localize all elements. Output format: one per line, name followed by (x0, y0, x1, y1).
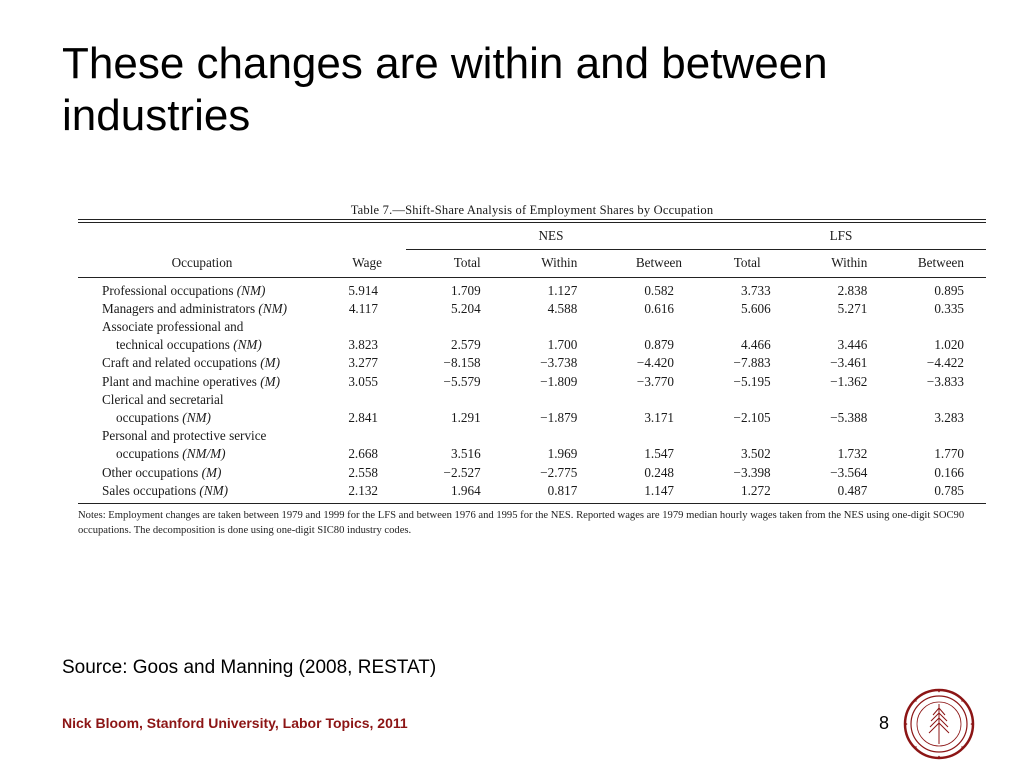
page-number: 8 (879, 713, 890, 733)
table-row: occupations (NM) 2.841 1.291 −1.879 3.17… (116, 409, 964, 425)
table-row-label: Personal and protective service (102, 428, 267, 444)
stanford-seal-icon (903, 688, 975, 760)
column-header-lfs-between: Between (917, 255, 964, 270)
table-row: Sales occupations (NM) 2.132 1.964 0.817… (102, 482, 964, 498)
table-top-rule (78, 219, 986, 223)
table-row: Managers and administrators (NM) 4.117 5… (102, 300, 964, 316)
table-caption: Table 7.—Shift-Share Analysis of Employm… (350, 203, 714, 217)
column-header-nes-between: Between (635, 255, 682, 270)
table-notes: Notes: Employment changes are taken betw… (78, 509, 965, 536)
group-header-lfs: LFS (696, 223, 986, 250)
slide-title: These changes are within and between ind… (62, 39, 828, 140)
column-header-nes-total: Total (453, 255, 481, 270)
shift-share-table: NES LFS Occupation Wage Total Within Bet… (78, 223, 986, 500)
column-header-wage: Wage (352, 254, 382, 270)
column-header-nes-within: Within (541, 255, 578, 270)
table-row: Professional occupations (NM) 5.914 1.70… (102, 282, 964, 298)
occupation-table: Table 7.—Shift-Share Analysis of Employm… (78, 201, 986, 538)
source-citation: Source: Goos and Manning (2008, RESTAT) (62, 657, 437, 678)
table-row: occupations (NM/M) 2.668 3.516 1.969 1.5… (116, 446, 964, 462)
table-row: technical occupations (NM) 3.823 2.579 1… (116, 337, 964, 353)
column-header-occupation: Occupation (171, 254, 233, 270)
footer-credit: Nick Bloom, Stanford University, Labor T… (62, 715, 408, 731)
table-row: Craft and related occupations (M) 3.277 … (102, 355, 964, 371)
column-header-lfs-within: Within (831, 255, 868, 270)
table-row-label: Clerical and secretarial (102, 391, 224, 407)
table-bottom-rule (78, 502, 986, 504)
table-row: Other occupations (M) 2.558 −2.527 −2.77… (102, 464, 964, 480)
table-row-label: Associate professional and (102, 318, 244, 334)
table-row: Plant and machine operatives (M) 3.055 −… (102, 373, 964, 389)
column-header-lfs-total: Total (733, 255, 761, 270)
group-header-nes: NES (406, 223, 696, 250)
